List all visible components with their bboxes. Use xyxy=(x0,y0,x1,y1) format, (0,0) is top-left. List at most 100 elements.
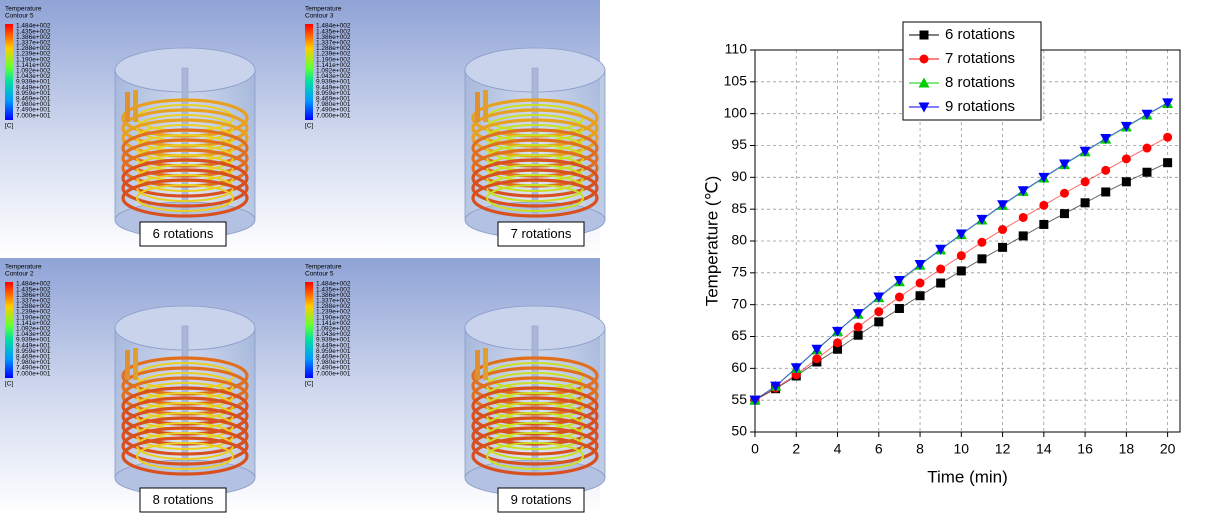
legend-value: 1.484e+002 xyxy=(16,23,51,30)
x-tick-label: 10 xyxy=(954,441,970,457)
coil-outlet xyxy=(483,348,488,380)
marker xyxy=(915,278,925,288)
legend-unit: [C] xyxy=(305,123,314,130)
legend-marker xyxy=(918,102,930,113)
legend-value: 7.000e+001 xyxy=(16,112,51,119)
legend-value: 1.043e+002 xyxy=(316,331,351,338)
legend-value: 1.190e+002 xyxy=(16,314,51,321)
coil-ring xyxy=(471,168,599,208)
marker xyxy=(812,354,822,364)
marker xyxy=(749,395,761,406)
legend-value: 7.980e+001 xyxy=(16,359,51,366)
legend-value: 1.288e+002 xyxy=(316,303,351,310)
legend-value: 1.141e+002 xyxy=(316,320,351,327)
legend-value: 7.490e+001 xyxy=(316,107,351,114)
coil-ring xyxy=(121,416,249,456)
marker xyxy=(873,292,885,303)
legend-value: 1.043e+002 xyxy=(16,73,51,80)
y-tick-label: 85 xyxy=(731,200,747,216)
legend-label: 7 rotations xyxy=(945,50,1015,67)
legend-value: 1.092e+002 xyxy=(16,326,51,333)
marker xyxy=(770,381,782,392)
legend-unit: [C] xyxy=(5,123,14,130)
marker xyxy=(1142,143,1152,153)
marker xyxy=(998,225,1008,235)
marker xyxy=(1039,200,1049,210)
legend-value: 8.959e+001 xyxy=(16,90,51,97)
legend-value: 1.141e+002 xyxy=(316,62,351,69)
y-tick-label: 75 xyxy=(731,264,747,280)
marker xyxy=(977,254,987,264)
panel-label: 6 rotations xyxy=(153,226,214,241)
legend-label: 6 rotations xyxy=(945,26,1015,43)
coil-ring xyxy=(121,158,249,198)
legend-title: Temperature xyxy=(5,264,42,271)
marker xyxy=(832,326,844,337)
legend-value: 9.449e+001 xyxy=(316,84,351,91)
label-box xyxy=(139,221,227,247)
marker xyxy=(1121,177,1131,187)
legend-contour: Contour 2 xyxy=(5,271,34,278)
marker xyxy=(853,330,863,340)
marker xyxy=(1038,172,1050,183)
coil-ring xyxy=(471,416,599,456)
coil-ring xyxy=(121,168,249,208)
marker xyxy=(1120,121,1132,132)
legend-value: 8.959e+001 xyxy=(16,348,51,355)
y-tick-label: 50 xyxy=(731,423,747,439)
marker xyxy=(997,200,1009,211)
marker xyxy=(1101,165,1111,175)
legend-value: 7.490e+001 xyxy=(16,365,51,372)
marker xyxy=(874,317,884,327)
marker xyxy=(1163,158,1173,168)
legend-value: 9.939e+001 xyxy=(316,337,351,344)
marker xyxy=(935,244,947,255)
legend-value: 8.469e+001 xyxy=(316,354,351,361)
panel-label: 9 rotations xyxy=(511,492,572,507)
marker xyxy=(894,303,904,313)
legend-value: 1.435e+002 xyxy=(16,28,51,35)
marker xyxy=(852,309,864,320)
coil-inlet xyxy=(125,350,130,380)
coil-ring-inner xyxy=(486,442,584,470)
marker xyxy=(936,278,946,288)
legend-marker xyxy=(919,54,929,64)
legend-value: 1.386e+002 xyxy=(316,34,351,41)
y-tick-label: 80 xyxy=(731,232,747,248)
coil-outlet xyxy=(483,90,488,122)
legend-title: Temperature xyxy=(305,264,342,271)
marker xyxy=(1163,132,1173,142)
coil-inlet xyxy=(475,92,480,122)
marker xyxy=(1101,187,1111,197)
legend-value: 9.939e+001 xyxy=(16,337,51,344)
x-tick-label: 18 xyxy=(1119,441,1135,457)
legend-value: 1.190e+002 xyxy=(16,56,51,63)
legend-value: 1.092e+002 xyxy=(316,326,351,333)
marker xyxy=(790,363,802,374)
legend-value: 7.980e+001 xyxy=(316,101,351,108)
legend-label: 9 rotations xyxy=(945,98,1015,115)
legend-value: 1.484e+002 xyxy=(16,281,51,288)
marker xyxy=(894,292,904,302)
legend-value: 1.484e+002 xyxy=(316,23,351,30)
marker xyxy=(1059,188,1069,198)
x-tick-label: 4 xyxy=(834,441,842,457)
legend-value: 1.386e+002 xyxy=(16,34,51,41)
marker xyxy=(874,307,884,317)
coil-ring xyxy=(121,426,249,466)
marker xyxy=(998,242,1008,252)
marker xyxy=(1080,177,1090,187)
marker xyxy=(1121,154,1131,164)
legend-value: 1.484e+002 xyxy=(316,281,351,288)
legend-value: 1.092e+002 xyxy=(16,68,51,75)
legend-contour: Contour 3 xyxy=(305,13,334,20)
marker xyxy=(833,338,843,348)
legend-contour: Contour 5 xyxy=(5,13,34,20)
y-tick-label: 65 xyxy=(731,327,747,343)
label-box xyxy=(139,487,227,513)
legend-value: 7.000e+001 xyxy=(316,112,351,119)
coil-ring xyxy=(471,178,599,218)
y-tick-label: 95 xyxy=(731,136,747,152)
